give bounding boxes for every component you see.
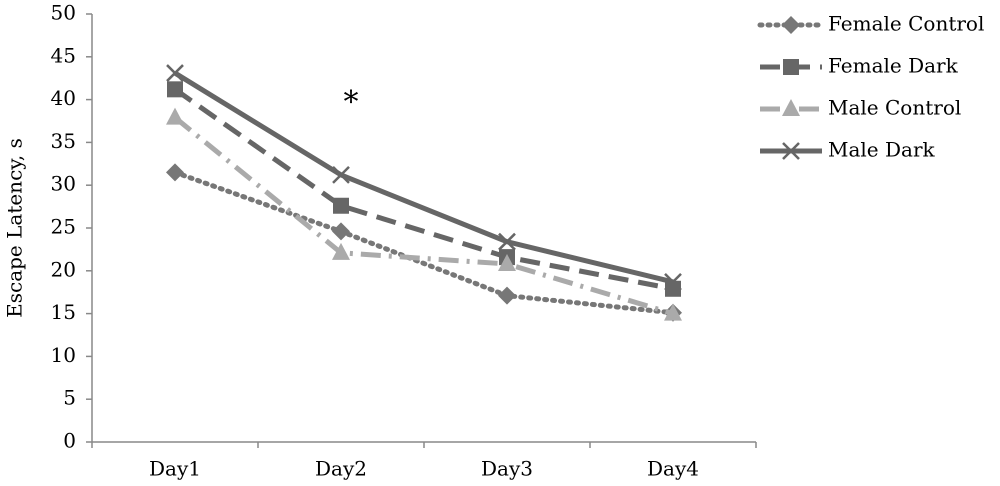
x-tick-label: Day3 xyxy=(481,457,533,481)
y-tick-label: 35 xyxy=(51,129,76,153)
marker xyxy=(332,222,350,241)
x-tick-label: Day1 xyxy=(149,457,201,481)
y-axis-label: Escape Latency, s xyxy=(3,138,27,318)
marker xyxy=(332,166,350,184)
marker xyxy=(166,107,184,125)
y-tick-label: 15 xyxy=(51,300,76,324)
legend-label: Female Control xyxy=(828,12,984,36)
marker xyxy=(664,273,682,291)
legend-marker xyxy=(782,16,800,34)
legend-marker xyxy=(782,99,800,116)
legend-marker xyxy=(782,142,800,160)
x-tick-label: Day2 xyxy=(315,457,367,481)
y-tick-label: 25 xyxy=(51,215,76,239)
y-tick-label: 20 xyxy=(51,257,76,281)
marker xyxy=(333,197,349,214)
y-tick-label: 40 xyxy=(51,86,76,110)
series-line xyxy=(172,169,676,316)
marker xyxy=(166,163,184,182)
marker xyxy=(664,303,682,321)
series-line xyxy=(173,87,674,292)
legend-label: Male Dark xyxy=(828,138,936,162)
series-line xyxy=(173,115,674,316)
legend-marker xyxy=(783,59,799,75)
y-tick-label: 5 xyxy=(63,386,76,410)
marker xyxy=(498,286,516,305)
y-tick-label: 50 xyxy=(51,1,76,25)
y-tick-label: 45 xyxy=(51,43,76,67)
series-line xyxy=(173,70,674,285)
legend-label: Male Control xyxy=(828,96,961,120)
y-tick-label: 30 xyxy=(51,172,76,196)
legend-label: Female Dark xyxy=(828,54,959,78)
y-tick-label: 10 xyxy=(51,343,76,367)
marker xyxy=(166,64,184,82)
marker xyxy=(498,232,516,251)
marker xyxy=(167,81,183,98)
x-tick-label: Day4 xyxy=(647,457,699,481)
marker xyxy=(498,253,516,271)
annotation: * xyxy=(344,85,359,120)
y-tick-label: 0 xyxy=(63,429,76,453)
marker xyxy=(332,242,350,260)
